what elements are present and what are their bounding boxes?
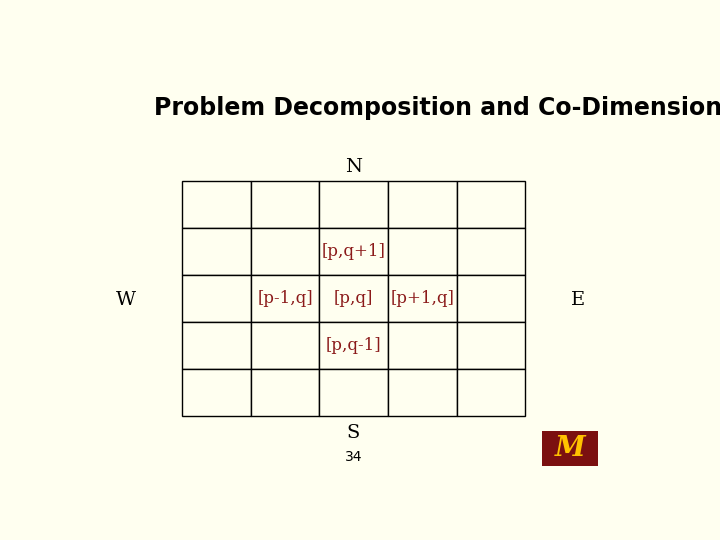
- Bar: [251, 181, 320, 228]
- Bar: [542, 431, 598, 466]
- Bar: [251, 322, 320, 369]
- Bar: [388, 181, 456, 228]
- Bar: [182, 228, 251, 275]
- Text: [p-1,q]: [p-1,q]: [257, 290, 312, 307]
- Bar: [320, 369, 388, 416]
- Bar: [320, 322, 388, 369]
- Text: N: N: [345, 158, 362, 176]
- Bar: [456, 275, 526, 322]
- Bar: [456, 181, 526, 228]
- Bar: [320, 181, 388, 228]
- Bar: [388, 275, 456, 322]
- Text: [p,q-1]: [p,q-1]: [326, 337, 382, 354]
- Text: [p+1,q]: [p+1,q]: [390, 290, 454, 307]
- Text: E: E: [571, 291, 585, 309]
- Bar: [182, 181, 251, 228]
- Text: M: M: [554, 435, 585, 462]
- Bar: [456, 228, 526, 275]
- Text: S: S: [347, 424, 360, 442]
- Bar: [182, 369, 251, 416]
- Bar: [320, 275, 388, 322]
- Bar: [251, 228, 320, 275]
- Bar: [251, 369, 320, 416]
- Bar: [182, 322, 251, 369]
- Bar: [251, 275, 320, 322]
- Bar: [388, 228, 456, 275]
- Bar: [320, 228, 388, 275]
- Bar: [182, 275, 251, 322]
- Bar: [388, 322, 456, 369]
- Text: W: W: [116, 291, 136, 309]
- Text: 34: 34: [345, 450, 362, 464]
- Text: [p,q]: [p,q]: [334, 290, 374, 307]
- Text: Problem Decomposition and Co-Dimensions: Problem Decomposition and Co-Dimensions: [154, 97, 720, 120]
- Text: [p,q+1]: [p,q+1]: [322, 243, 386, 260]
- Bar: [456, 322, 526, 369]
- Bar: [388, 369, 456, 416]
- Bar: [456, 369, 526, 416]
